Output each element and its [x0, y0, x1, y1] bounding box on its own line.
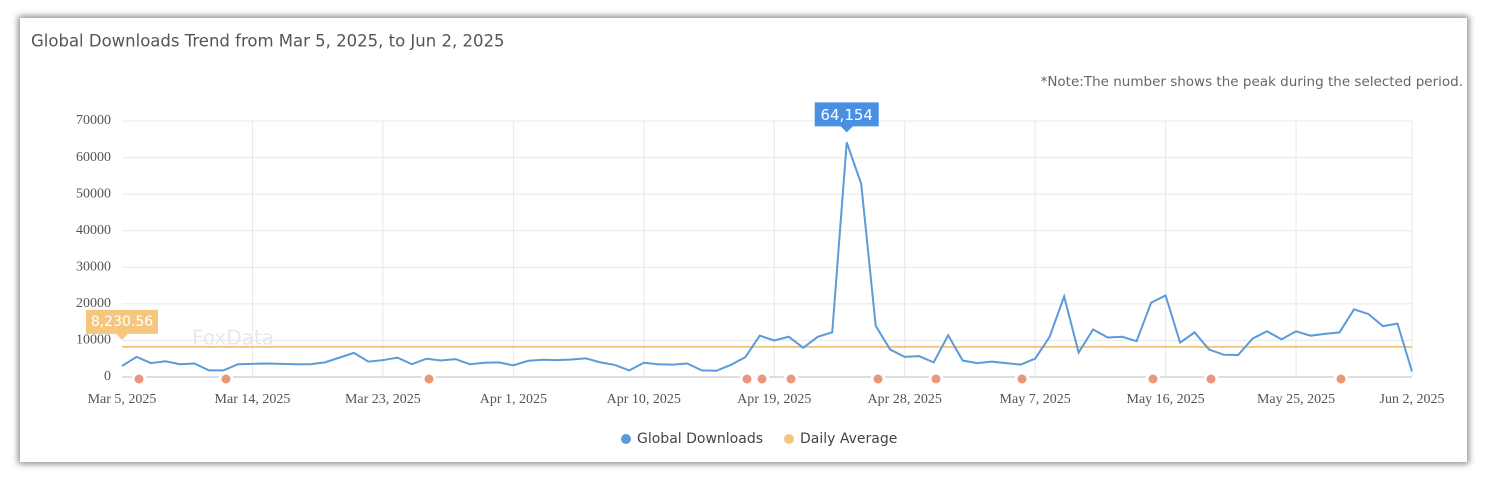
x-tick-label: Apr 28, 2025 — [868, 392, 942, 407]
event-marker[interactable] — [1333, 371, 1349, 387]
event-marker[interactable] — [783, 371, 799, 387]
event-markers — [131, 371, 1349, 387]
event-marker[interactable] — [218, 371, 234, 387]
event-marker[interactable] — [1203, 371, 1219, 387]
legend-label: Daily Average — [800, 431, 897, 447]
y-tick-label: 60000 — [76, 150, 111, 165]
y-tick-label: 10000 — [76, 333, 111, 348]
average-tooltip — [86, 309, 158, 340]
note: *Note:The number shows the peak during t… — [1041, 74, 1463, 90]
y-tick-label: 70000 — [76, 113, 111, 128]
x-tick-label: Jun 2, 2025 — [1380, 392, 1445, 407]
event-marker[interactable] — [421, 371, 437, 387]
y-tick-label: 20000 — [76, 296, 111, 311]
event-marker[interactable] — [870, 371, 886, 387]
legend-marker — [784, 434, 794, 444]
x-tick-label: May 7, 2025 — [1000, 392, 1071, 407]
x-tick-label: Mar 23, 2025 — [345, 392, 421, 407]
event-marker[interactable] — [739, 371, 755, 387]
x-tick-label: May 16, 2025 — [1127, 392, 1205, 407]
event-marker[interactable] — [131, 371, 147, 387]
x-tick-label: Apr 10, 2025 — [607, 392, 681, 407]
y-tick-label: 50000 — [76, 186, 111, 201]
event-marker[interactable] — [928, 371, 944, 387]
peak-tooltip — [814, 102, 879, 133]
line — [121, 142, 1413, 372]
legend-label: Global Downloads — [637, 431, 763, 447]
watermark: FoxData — [192, 326, 274, 350]
x-tick-label: Apr 1, 2025 — [480, 392, 547, 407]
y-tick-label: 0 — [104, 369, 111, 384]
legend-marker — [621, 434, 631, 444]
x-tick-label: May 25, 2025 — [1257, 392, 1335, 407]
peak-label: 64,154 — [820, 106, 873, 124]
y-tick-label: 30000 — [76, 260, 111, 275]
chart-title: Global Downloads Trend from Mar 5, 2025,… — [31, 32, 504, 51]
chart-card — [20, 18, 1467, 462]
y-tick-label: 40000 — [76, 223, 111, 238]
average-label: 8,230.56 — [91, 314, 153, 330]
x-tick-label: Mar 5, 2025 — [88, 392, 157, 407]
x-tick-label: Apr 19, 2025 — [737, 392, 811, 407]
x-tick-label: Mar 14, 2025 — [215, 392, 291, 407]
event-marker[interactable] — [1145, 371, 1161, 387]
event-marker[interactable] — [754, 371, 770, 387]
event-marker[interactable] — [1014, 371, 1030, 387]
